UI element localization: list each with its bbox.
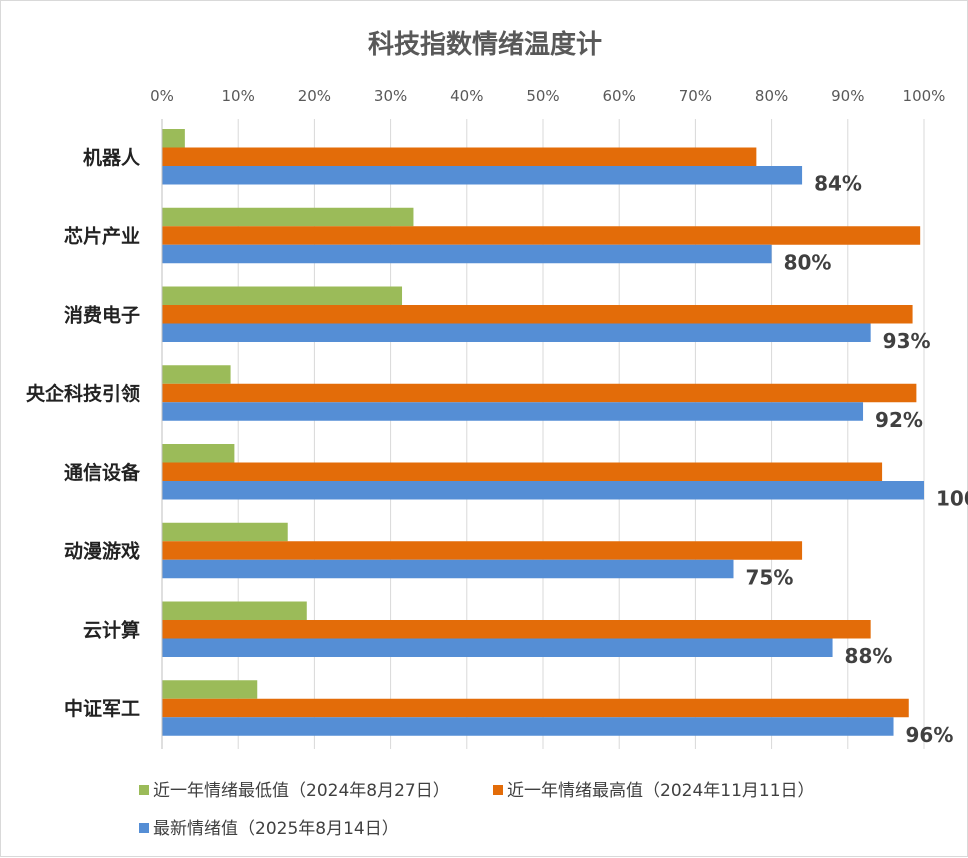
legend-label: 近一年情绪最高值（2024年11月11日）	[507, 781, 815, 801]
bar-series-3	[162, 481, 924, 500]
x-tick-label: 40%	[450, 87, 483, 105]
category-label: 消费电子	[64, 303, 140, 326]
legend-swatch	[139, 823, 149, 833]
bar-series-1	[162, 287, 402, 306]
bar-series-1	[162, 208, 413, 227]
x-tick-label: 100%	[903, 87, 946, 105]
bar-series-1	[162, 444, 234, 463]
category-label: 云计算	[83, 618, 140, 641]
data-label: 75%	[746, 565, 794, 589]
x-tick-label: 70%	[679, 87, 712, 105]
bar-series-2	[162, 148, 756, 167]
bar-series-2	[162, 384, 916, 403]
x-tick-label: 20%	[298, 87, 331, 105]
bar-series-2	[162, 305, 913, 324]
x-tick-label: 30%	[374, 87, 407, 105]
data-label: 93%	[883, 329, 931, 353]
category-label: 央企科技引领	[26, 382, 140, 405]
bar-series-3	[162, 717, 894, 736]
bar-series-3	[162, 324, 871, 343]
data-label: 88%	[845, 644, 893, 668]
x-tick-label: 0%	[150, 87, 174, 105]
bar-series-2	[162, 463, 882, 482]
category-label: 芯片产业	[64, 225, 140, 248]
legend-swatch	[493, 785, 503, 795]
data-label: 84%	[814, 172, 862, 196]
x-tick-label: 80%	[755, 87, 788, 105]
chart-title: 科技指数情绪温度计	[368, 29, 602, 60]
data-label: 80%	[784, 250, 832, 274]
legend-swatch	[139, 785, 149, 795]
x-tick-label: 50%	[526, 87, 559, 105]
bar-series-1	[162, 523, 288, 542]
x-axis: 0% 10% 20% 30% 40% 50% 60% 70% 80% 90% 100%	[150, 87, 945, 105]
category-label: 动漫游戏	[64, 540, 140, 563]
bar-series-1	[162, 365, 231, 384]
category-label: 通信设备	[64, 461, 141, 484]
legend-label: 最新情绪值（2025年8月14日）	[153, 819, 399, 839]
bar-series-3	[162, 639, 833, 658]
bar-series-3	[162, 402, 863, 421]
bar-series-2	[162, 541, 802, 560]
data-label: 96%	[906, 723, 954, 747]
legend-label: 近一年情绪最低值（2024年8月27日）	[153, 781, 450, 801]
bar-series-2	[162, 620, 871, 639]
bar-series-2	[162, 699, 909, 718]
x-tick-label: 60%	[603, 87, 636, 105]
x-tick-label: 10%	[222, 87, 255, 105]
data-label: 100%	[936, 487, 968, 511]
data-labels: 84% 80% 93% 92% 100% 75% 88% 96%	[746, 172, 968, 747]
x-tick-label: 90%	[831, 87, 864, 105]
bar-series-1	[162, 680, 257, 699]
legend: 近一年情绪最低值（2024年8月27日） 近一年情绪最高值（2024年11月11日…	[139, 781, 815, 839]
bar-series-1	[162, 129, 185, 148]
bar-series-2	[162, 226, 920, 245]
bar-series-3	[162, 560, 734, 579]
bar-series-3	[162, 166, 802, 185]
data-label: 92%	[875, 408, 923, 432]
bar-series-3	[162, 245, 772, 264]
bar-series-1	[162, 602, 307, 621]
category-label: 机器人	[83, 147, 141, 169]
category-label: 中证军工	[64, 697, 140, 720]
